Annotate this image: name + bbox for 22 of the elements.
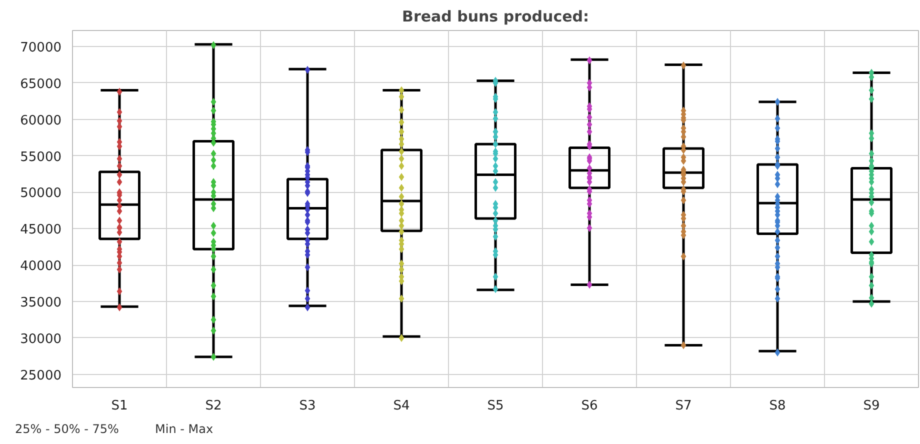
y-tick-label: 35000 (20, 296, 62, 311)
y-tick-label: 25000 (20, 368, 62, 384)
x-tick-label: S1 (111, 398, 128, 414)
y-tick-label: 60000 (20, 113, 62, 128)
x-tick-label: S9 (863, 398, 880, 414)
text: Min - Max (155, 421, 214, 438)
x-tick-label: S6 (581, 398, 598, 414)
y-tick-label: 30000 (20, 332, 62, 347)
y-tick-label: 55000 (20, 150, 62, 165)
text: 25% - 50% - 75% (15, 421, 119, 438)
x-tick-label: S4 (393, 398, 410, 414)
x-tick-label: S2 (205, 398, 222, 414)
x-tick-label: S7 (675, 398, 692, 414)
y-tick-label: 65000 (20, 76, 62, 92)
y-tick-label: 50000 (20, 186, 62, 202)
x-tick-label: S5 (487, 398, 504, 414)
x-tick-label: S3 (299, 398, 316, 414)
y-tick-label: 45000 (20, 222, 62, 238)
y-tick-label: 40000 (20, 259, 62, 274)
chart-title: Bread buns produced: (402, 8, 590, 26)
y-tick-label: 70000 (20, 40, 62, 56)
x-tick-label: S8 (769, 398, 786, 414)
